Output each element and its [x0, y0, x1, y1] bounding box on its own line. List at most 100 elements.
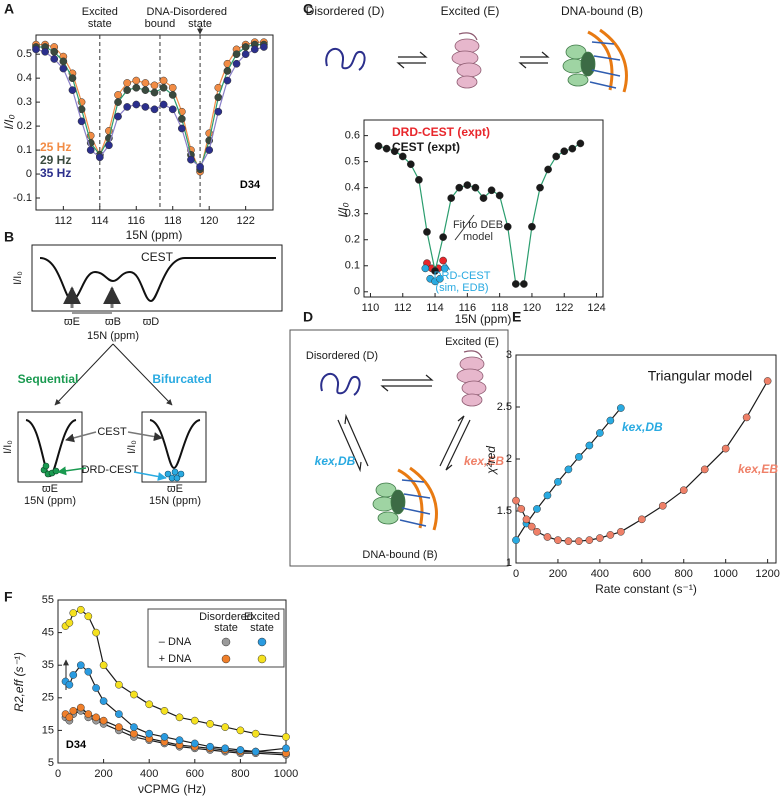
data-point — [575, 537, 583, 546]
series-line — [36, 44, 264, 171]
protein-cartoon — [451, 32, 482, 89]
data-point — [115, 723, 123, 731]
legend-swatch — [257, 637, 267, 647]
data-point — [145, 729, 154, 738]
data-point — [260, 43, 268, 51]
data-point — [95, 153, 104, 162]
cest-sketch — [25, 419, 77, 478]
data-point — [596, 534, 604, 542]
equilibrium-arrow — [380, 374, 434, 392]
x-tick-label: 120 — [523, 302, 541, 314]
data-point — [564, 537, 573, 546]
data-point — [616, 404, 625, 412]
y-tick-label: 3 — [506, 349, 512, 361]
panel-label: E — [512, 309, 521, 325]
y-tick-label: 0.3 — [345, 208, 360, 220]
data-point — [130, 723, 138, 731]
data-point — [471, 183, 480, 192]
data-point — [543, 533, 552, 541]
legend-label: 25 Hz — [40, 140, 71, 154]
data-point — [236, 726, 245, 735]
data-point — [65, 713, 74, 722]
data-point — [575, 453, 583, 461]
data-point — [520, 280, 528, 288]
data-point — [141, 79, 150, 87]
data-point — [536, 183, 544, 192]
x-tick-label: 0 — [55, 768, 61, 780]
data-point — [533, 527, 541, 536]
data-point — [92, 628, 100, 637]
y-tick-label: 0.4 — [345, 182, 360, 194]
data-point — [214, 93, 223, 102]
x-axis-label: 15N (ppm) — [24, 495, 76, 507]
legend-row-label: + DNA — [159, 653, 192, 665]
data-point — [65, 680, 74, 689]
data-point — [114, 98, 122, 106]
data-point — [69, 706, 78, 715]
data-point — [511, 280, 520, 288]
x-axis-label: 15N (ppm) — [149, 495, 201, 507]
data-point — [596, 429, 604, 437]
data-point — [76, 661, 85, 670]
plot-frame — [515, 354, 777, 564]
data-point — [130, 690, 138, 699]
annotation: (sim, EDB) — [435, 282, 488, 294]
data-point — [282, 733, 290, 741]
arrow — [112, 343, 173, 406]
panel-c-scheme: Disordered (D) Excited (E) DNA-bound (B) — [306, 4, 643, 94]
x-tick-label: 122 — [236, 215, 254, 227]
data-point — [568, 144, 577, 153]
tick-label: ϖE — [42, 483, 58, 495]
data-point — [679, 486, 688, 495]
callout: CEST — [97, 426, 127, 438]
reference-label: Disordered — [173, 6, 227, 18]
panel-label: B — [4, 229, 14, 245]
protein-cartoon — [456, 350, 487, 407]
data-point — [206, 742, 214, 751]
data-point — [77, 117, 86, 126]
data-point — [250, 45, 259, 54]
data-point — [512, 496, 520, 505]
x-axis-label: νCPMG (Hz) — [138, 782, 206, 796]
data-point — [175, 736, 184, 745]
chart-title: Triangular model — [648, 368, 753, 384]
data-point — [177, 124, 186, 133]
data-point — [406, 160, 415, 169]
x-tick-label: 122 — [555, 302, 573, 314]
data-point — [214, 107, 223, 116]
y-tick-label: 1 — [506, 557, 512, 569]
data-point — [84, 710, 93, 718]
data-point — [168, 91, 177, 99]
reference-label: Excited — [82, 6, 118, 18]
branch-title: Sequential — [18, 372, 79, 386]
data-point — [141, 86, 150, 94]
y-tick-label: 0 — [354, 286, 360, 298]
data-point — [421, 264, 430, 273]
data-point — [585, 536, 594, 544]
data-point — [241, 50, 250, 59]
data-point — [221, 744, 229, 753]
data-point — [177, 115, 186, 123]
data-point — [159, 76, 168, 85]
reference-label: bound — [145, 18, 176, 30]
x-tick-label: 114 — [91, 215, 109, 227]
plot-frame — [57, 599, 287, 764]
x-tick-label: 114 — [426, 302, 444, 314]
protein-cartoon — [325, 47, 366, 71]
data-point — [84, 667, 93, 676]
y-tick-label: 2 — [506, 453, 512, 465]
frame — [31, 244, 283, 312]
drd-points — [40, 462, 60, 478]
reference-label: state — [88, 18, 112, 30]
data-point — [763, 377, 772, 385]
state-label: Disordered (D) — [306, 4, 385, 18]
y-tick-label: 55 — [42, 594, 54, 606]
panel-label: D — [303, 309, 313, 325]
data-point — [742, 413, 751, 422]
protein-cartoon — [371, 466, 438, 532]
y-tick-label: 0.1 — [17, 144, 32, 156]
data-point — [232, 50, 241, 59]
reference-label: state — [188, 18, 212, 30]
legend-swatch — [221, 637, 231, 647]
x-axis-label: 15N (ppm) — [126, 228, 183, 242]
